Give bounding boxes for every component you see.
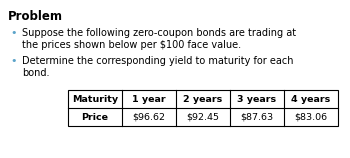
Text: Determine the corresponding yield to maturity for each: Determine the corresponding yield to mat… <box>22 56 294 66</box>
Text: •: • <box>10 28 16 38</box>
Text: Maturity: Maturity <box>72 94 118 103</box>
Text: $87.63: $87.63 <box>240 112 274 122</box>
Text: 4 years: 4 years <box>291 94 331 103</box>
Text: Problem: Problem <box>8 10 63 23</box>
Text: Price: Price <box>82 112 108 122</box>
Text: Suppose the following zero-coupon bonds are trading at: Suppose the following zero-coupon bonds … <box>22 28 296 38</box>
Text: •: • <box>10 56 16 66</box>
Text: 2 years: 2 years <box>183 94 223 103</box>
Text: $92.45: $92.45 <box>187 112 219 122</box>
Text: 1 year: 1 year <box>132 94 166 103</box>
Bar <box>68 90 338 126</box>
Text: $83.06: $83.06 <box>294 112 328 122</box>
Text: the prices shown below per $100 face value.: the prices shown below per $100 face val… <box>22 40 241 50</box>
Text: bond.: bond. <box>22 68 49 78</box>
Text: $96.62: $96.62 <box>133 112 166 122</box>
Text: 3 years: 3 years <box>237 94 276 103</box>
